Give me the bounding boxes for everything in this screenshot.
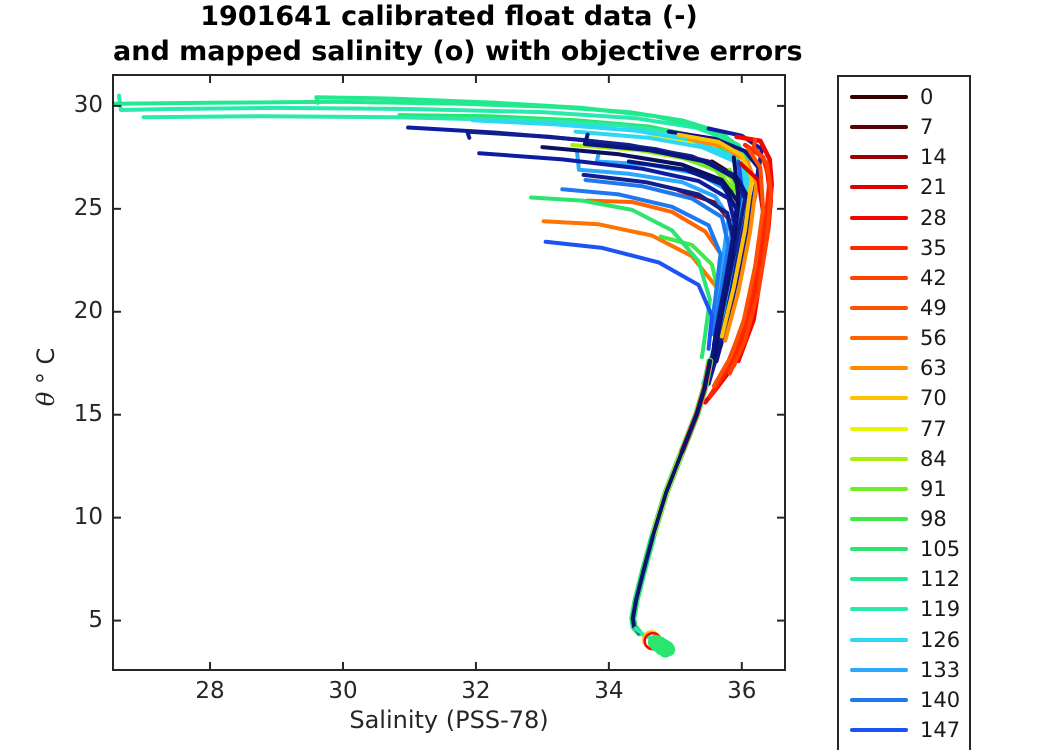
profiles-layer [113,93,774,658]
profile-cycle-42 [727,137,773,376]
legend-label: 98 [920,506,947,531]
legend-line-sample [850,547,908,552]
legend-entry-cycle-7: 7 [839,112,969,142]
profile-cycle-126b [573,129,751,386]
y-tick-label: 20 [73,297,103,324]
legend-line-sample [850,577,908,582]
legend-line-sample [850,366,908,371]
profile-cycle-70 [676,132,754,339]
legend-label: 112 [920,567,961,592]
legend-label: 63 [920,356,947,381]
legend-line-sample [850,697,908,702]
legend-label: 0 [920,85,934,109]
profile-cycle-140b [583,178,731,337]
legend-entry-cycle-77: 77 [839,414,969,444]
legend-line-sample [850,396,908,401]
y-tick-label: 10 [73,503,103,530]
legend-entry-cycle-119: 119 [839,594,969,624]
legend-label: 14 [920,145,947,170]
profile-cycle-49 [711,147,766,388]
y-tick-label: 30 [73,91,103,118]
profile-cycle-168c [626,159,739,380]
legend-line-sample [850,727,908,732]
mapped-salinity-marker [658,644,672,658]
legend-line-sample [850,275,908,280]
legend-entry-cycle-70: 70 [839,383,969,413]
profile-cycle-147 [543,239,714,351]
deep-line-core [630,359,712,635]
legend-box: 0 7 14 21 28 35 42 49 56 63 70 77 84 91 98 105 112 119 126… [837,75,971,750]
legend-entry-cycle-49: 49 [839,293,969,323]
legend-line-sample [850,516,908,521]
legend-line-sample [850,667,908,672]
y-tick-label: 5 [88,606,103,633]
legend-label: 140 [920,687,961,712]
x-tick-label: 28 [195,678,225,704]
x-tick-label: 32 [461,678,491,704]
profile-cycle-140 [560,187,723,339]
legend-label: 21 [920,175,947,200]
legend-label: 28 [920,205,947,230]
axes-frame [112,74,786,671]
legend-line-sample [850,426,908,431]
x-tick-label: 36 [727,678,757,704]
legend-entry-cycle-112: 112 [839,564,969,594]
legend-line-sample [850,305,908,310]
profile-cycle-56b [541,219,726,357]
legend-line-sample [850,155,908,160]
legend-label: 35 [920,235,947,260]
legend-label: 70 [920,386,947,411]
legend-entry-cycle-21: 21 [839,172,969,202]
legend-label: 105 [920,537,961,562]
figure-title-line1: 1901641 calibrated float data (-) [200,1,698,32]
legend-label: 119 [920,597,961,622]
legend-entry-cycle-105: 105 [839,534,969,564]
figure-title-line2: and mapped salinity (o) with objective e… [113,36,803,67]
legend-entry-cycle-147: 147 [839,715,969,745]
y-tick-label: 25 [73,194,103,221]
legend-entry-cycle-84: 84 [839,444,969,474]
legend-entry-cycle-126: 126 [839,625,969,655]
legend-label: 133 [920,657,961,682]
legend-line-sample [850,215,908,220]
legend-label: 126 [920,627,961,652]
x-tick-label: 34 [594,678,624,704]
legend-line-sample [850,245,908,250]
legend-label: 91 [920,476,947,501]
legend-entry-cycle-56: 56 [839,323,969,353]
legend-entry-cycle-133: 133 [839,655,969,685]
legend-line-sample [850,336,908,341]
x-tick-label: 30 [328,678,358,704]
legend-entry-cycle-14: 14 [839,142,969,172]
profile-cycle-105-arc [529,195,712,360]
legend-entry-cycle-63: 63 [839,353,969,383]
legend-line-sample [850,95,908,99]
legend-label: 42 [920,265,947,290]
legend-line-sample [850,607,908,612]
legend-entry-cycle-98: 98 [839,504,969,534]
legend-entry-cycle-28: 28 [839,203,969,233]
legend-line-sample [850,456,908,461]
legend-entry-cycle-35: 35 [839,233,969,263]
legend-label: 147 [920,717,961,742]
legend-label: 7 [920,115,934,140]
legend-line-sample [850,185,908,190]
y-tick-label: 15 [73,400,103,427]
profile-cycle-133b [575,149,731,322]
legend-line-sample [850,486,908,491]
legend-label: 84 [920,446,947,471]
x-axis-label: Salinity (PSS-78) [349,706,549,734]
legend-label: 77 [920,416,947,441]
legend-entry-cycle-140: 140 [839,685,969,715]
legend-entry-cycle-42: 42 [839,263,969,293]
legend-entry-cycle-91: 91 [839,474,969,504]
legend-label: 49 [920,295,947,320]
legend-line-sample [850,637,908,642]
legend-line-sample [850,125,908,130]
legend-label: 56 [920,326,947,351]
legend-entry-cycle-0: 0 [839,82,969,112]
